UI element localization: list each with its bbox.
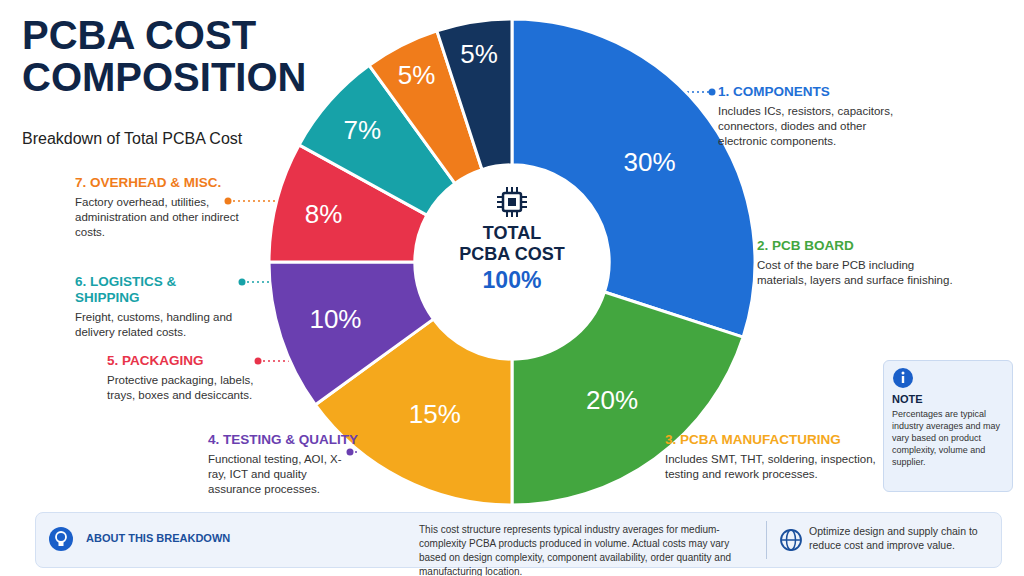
svg-text:7%: 7% <box>344 115 382 145</box>
svg-text:15%: 15% <box>409 399 461 429</box>
svg-text:10%: 10% <box>309 304 361 334</box>
svg-text:5%: 5% <box>460 39 498 69</box>
svg-text:20%: 20% <box>586 385 638 415</box>
html-text:NOTE: NOTE <box>892 393 923 405</box>
html-text:Factory overhead, utilities, a: Factory overhead, utilities, administrat… <box>75 196 239 238</box>
html-text:5. PACKAGING: 5. PACKAGING <box>107 353 204 368</box>
html-text:3. PCBA MANUFACTURING: 3. PCBA MANUFACTURING <box>665 432 841 447</box>
html-text:TOTAL PCBA COST: TOTAL PCBA COST <box>459 223 565 264</box>
html-text:ABOUT THIS BREAKDOWN: ABOUT THIS BREAKDOWN <box>86 532 231 544</box>
html-text:PCBA COST COMPOSITION: PCBA COST COMPOSITION <box>22 13 307 99</box>
html-text:Includes SMT, THT, soldering,: Includes SMT, THT, soldering, inspection… <box>665 453 876 480</box>
html-text:1. COMPONENTS: 1. COMPONENTS <box>718 84 830 99</box>
html-text:Breakdown of Total PCBA Cost: Breakdown of Total PCBA Cost <box>22 130 243 147</box>
svg-text:8%: 8% <box>305 199 343 229</box>
html-text:6. LOGISTICS & SHIPPING: 6. LOGISTICS & SHIPPING <box>75 274 177 305</box>
html-text:7. OVERHEAD & MISC.: 7. OVERHEAD & MISC. <box>75 175 222 190</box>
svg-text:5%: 5% <box>398 60 436 90</box>
html-text:Optimize design and supply cha: Optimize design and supply chain to redu… <box>809 525 978 551</box>
html-text:This cost structure represents: This cost structure represents typical i… <box>419 524 731 576</box>
html-text:100%: 100% <box>482 267 542 293</box>
svg-text:30%: 30% <box>624 147 676 177</box>
html-text:2. PCB BOARD: 2. PCB BOARD <box>757 238 854 253</box>
html-text:Freight, customs, handling and: Freight, customs, handling and delivery … <box>75 311 233 338</box>
html-text:Includes ICs, resistors, capac: Includes ICs, resistors, capacitors, con… <box>718 105 894 147</box>
html-text:Cost of the bare PCB including: Cost of the bare PCB including materials… <box>757 259 953 286</box>
html-text:Protective packaging, labels,: Protective packaging, labels, trays, box… <box>107 374 254 401</box>
html-text:Functional testing, AOI, X-ray: Functional testing, AOI, X-ray, ICT and … <box>208 453 342 495</box>
html-text:4. TESTING & QUALITY: 4. TESTING & QUALITY <box>208 432 358 447</box>
html-text:Percentages are typical indust: Percentages are typical industry average… <box>892 409 1001 467</box>
